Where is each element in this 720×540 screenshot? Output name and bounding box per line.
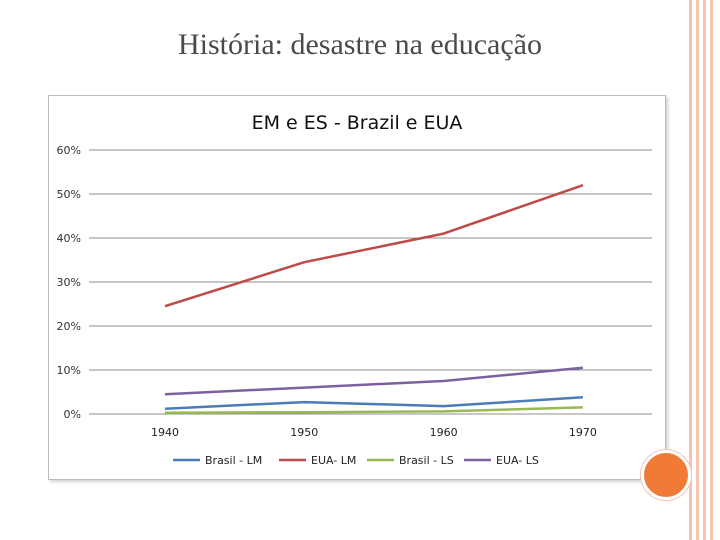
y-tick-label: 30%	[57, 276, 81, 289]
line-chart: EM e ES - Brazil e EUA 0% 10% 20% 30% 40% 50%…	[57, 112, 652, 467]
y-tick-label: 50%	[57, 188, 81, 201]
series-line	[164, 366, 584, 396]
x-tick-label: 1970	[569, 426, 597, 439]
series-line	[164, 396, 583, 410]
chart-frame: EM e ES - Brazil e EUA 0% 10% 20% 30% 40% 50%…	[48, 95, 666, 480]
y-tick-label: 40%	[57, 232, 81, 245]
slide-title: História: desastre na educação	[178, 28, 542, 61]
chart-title: EM e ES - Brazil e EUA	[252, 112, 463, 134]
decorative-stripe	[710, 0, 713, 540]
decorative-stripe	[689, 0, 692, 540]
x-tick-label: 1960	[430, 426, 458, 439]
decorative-stripe	[703, 0, 706, 540]
decorative-circle	[641, 450, 691, 500]
legend-label: EUA- LS	[496, 454, 539, 467]
y-tick-label: 20%	[57, 320, 81, 333]
series-line	[164, 184, 584, 308]
y-tick-label: 10%	[57, 364, 81, 377]
legend-label: Brasil - LM	[205, 454, 262, 467]
y-tick-label: 0%	[64, 408, 81, 421]
legend-label: EUA- LM	[311, 454, 356, 467]
series-line	[164, 406, 583, 414]
x-tick-label: 1940	[151, 426, 179, 439]
legend-label: Brasil - LS	[399, 454, 454, 467]
decorative-stripe	[696, 0, 699, 540]
y-tick-label: 60%	[57, 144, 81, 157]
x-tick-label: 1950	[290, 426, 318, 439]
